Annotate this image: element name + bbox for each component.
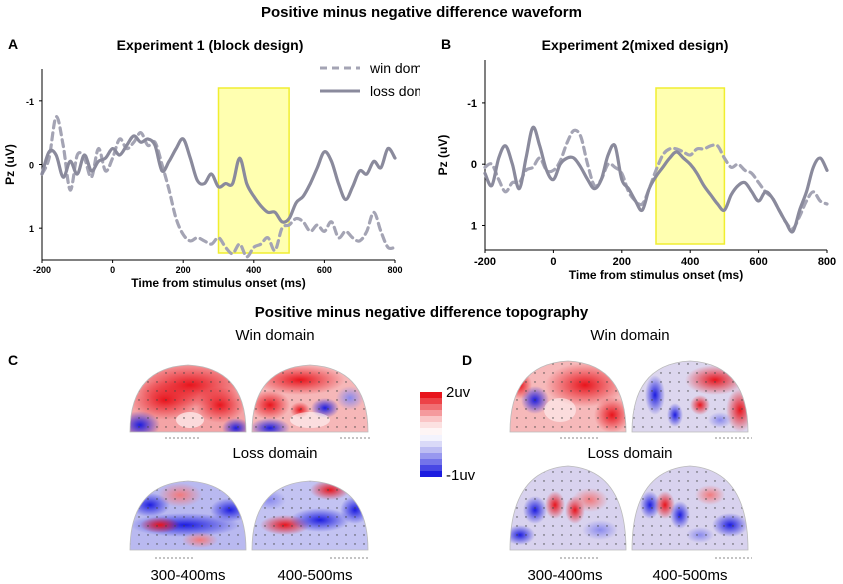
exp1-y-tick-label: 1: [29, 224, 34, 234]
exp1-highlight-window: [217, 87, 290, 254]
exp1-x-tick-label: 400: [246, 265, 261, 275]
colorbar-swatch: [420, 464, 442, 472]
panel-letter-c: C: [8, 352, 19, 368]
colorbar-swatch: [420, 471, 442, 478]
topomap-d-loss-300-400: [510, 466, 626, 550]
exp2-y-tick-label: 1: [471, 220, 477, 232]
c-loss-domain-label: Loss domain: [232, 445, 318, 462]
exp1-x-tick-label: 0: [110, 265, 115, 275]
exp2-series-loss-domain: [483, 125, 829, 234]
colorbar-swatch: [420, 446, 442, 453]
exp1-y-tick-label: 0: [29, 161, 34, 171]
exp1-x-tick-label: 800: [387, 265, 402, 275]
exp2-x-tick-label: 600: [749, 256, 767, 268]
exp1-x-tick-label: -200: [33, 265, 51, 275]
c-window-label-2: 400-500ms: [277, 567, 353, 584]
c-win-domain-label: Win domain: [235, 327, 315, 344]
waveform-title: Positive minus negative difference wavef…: [261, 4, 582, 21]
exp1-series-loss-domain: [40, 134, 397, 224]
d-window-label-2: 400-500ms: [652, 567, 728, 584]
topomap-d-win-300-400: [510, 361, 626, 432]
exp1-legend-label-0: win domain: [369, 60, 420, 76]
topography-title: Positive minus negative difference topog…: [254, 304, 589, 321]
exp1-legend-label-1: loss domain: [370, 83, 420, 99]
exp1-x-tick-label: 600: [317, 265, 332, 275]
panel-letter-a: A: [8, 36, 19, 52]
colorbar: [420, 392, 442, 478]
colorbar-swatch: [420, 410, 442, 417]
exp2-y-tick-label: 0: [471, 159, 477, 171]
colorbar-swatch: [420, 398, 442, 405]
exp2-x-tick-label: 200: [613, 256, 631, 268]
exp2-x-tick-label: 800: [818, 256, 836, 268]
topomap-d-win-400-500: [632, 361, 748, 432]
panel-letter-d: D: [462, 352, 473, 368]
colorbar-swatch: [420, 416, 442, 423]
topomap-c-loss-400-500: [252, 481, 368, 550]
d-win-domain-label: Win domain: [590, 327, 670, 344]
colorbar-swatch: [420, 428, 442, 435]
d-loss-domain-label: Loss domain: [587, 445, 673, 462]
d-window-label-1: 300-400ms: [527, 567, 603, 584]
exp1-series-win-domain: [40, 115, 397, 259]
colorbar-swatch: [420, 458, 442, 465]
exp2-title: Experiment 2(mixed design): [541, 37, 729, 53]
colorbar-max-label: 2uv: [446, 384, 471, 401]
exp2-x-tick-label: 0: [550, 256, 556, 268]
exp2-x-axis-label: Time from stimulus onset (ms): [569, 268, 743, 282]
exp2-y-tick-label: -1: [467, 98, 477, 110]
colorbar-swatch: [420, 440, 442, 447]
exp1-x-tick-label: 200: [176, 265, 191, 275]
topomap-c-loss-300-400: [130, 481, 246, 550]
exp2-y-axis-label: Pz (uV): [436, 135, 450, 176]
topomap-c-win-400-500: [252, 365, 368, 432]
topomap-c-win-300-400: [130, 365, 246, 432]
colorbar-swatch: [420, 404, 442, 411]
exp1-title: Experiment 1 (block design): [116, 37, 304, 53]
colorbar-min-label: -1uv: [446, 467, 476, 484]
exp2-x-tick-label: -200: [474, 256, 496, 268]
colorbar-swatch: [420, 422, 442, 429]
exp2-x-tick-label: 400: [681, 256, 699, 268]
topomap-d-loss-400-500: [632, 466, 748, 550]
colorbar-swatch: [420, 452, 442, 459]
colorbar-swatch: [420, 392, 442, 399]
chart-experiment-2: -200 0 200 400 600 800 -1 0 1 Time from stimulus …: [436, 60, 836, 282]
exp1-y-tick-label: -1: [26, 97, 34, 107]
c-window-label-1: 300-400ms: [150, 567, 226, 584]
exp1-y-axis-label: Pz (uV): [3, 144, 17, 185]
exp1-x-axis-label: Time from stimulus onset (ms): [131, 276, 305, 290]
colorbar-swatch: [420, 434, 442, 441]
chart-experiment-1: -200 0 200 400 600 800 -1 0 1 Time from stimulus …: [3, 60, 420, 290]
panel-letter-b: B: [441, 36, 452, 52]
